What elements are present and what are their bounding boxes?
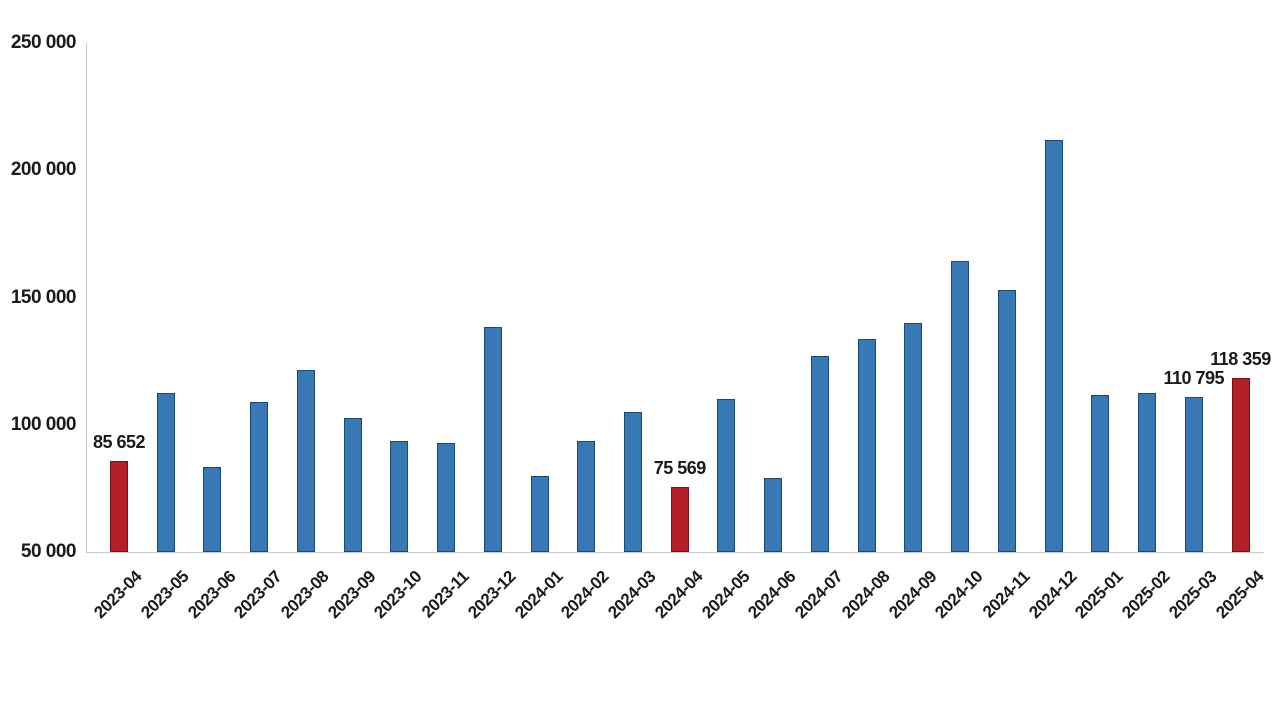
bar-2024-12 (1044, 139, 1063, 552)
x-tick-label: 2024-09 (884, 567, 940, 623)
y-tick-50000: 50 000 (20, 541, 77, 562)
x-tick-label: 2024-06 (744, 567, 800, 623)
x-tick-label: 2024-10 (931, 567, 987, 623)
bar-2024-03 (624, 412, 643, 552)
x-tick-label: 2025-01 (1071, 567, 1127, 623)
bar-2024-06 (764, 478, 783, 552)
x-tick-label: 2023-05 (137, 567, 193, 623)
y-tick-200000: 200 000 (10, 159, 77, 181)
data-label-2024-04: 75 569 (653, 457, 707, 478)
x-tick-label: 2024-05 (697, 567, 753, 623)
y-tick-250000: 250 000 (10, 32, 77, 53)
bar-2024-09 (904, 322, 923, 552)
x-tick-label: 2024-04 (651, 567, 707, 623)
x-tick-label: 2024-11 (978, 567, 1034, 622)
x-tick-label: 2024-03 (604, 567, 660, 623)
bar-2023-11 (437, 442, 456, 552)
bar-2023-08 (296, 369, 315, 552)
data-label-2023-04: 85 652 (92, 432, 146, 453)
x-tick-label: 2023-12 (464, 567, 520, 623)
bar-2023-10 (390, 441, 409, 552)
x-tick-label: 2023-08 (277, 567, 333, 623)
bar-2024-01 (530, 475, 549, 552)
y-tick-150000: 150 000 (10, 286, 77, 308)
bar-2024-02 (577, 441, 596, 552)
bar-2025-01 (1091, 394, 1110, 552)
bar-2023-09 (343, 418, 362, 552)
bar-2023-12 (483, 326, 502, 552)
bar-2024-10 (951, 260, 970, 552)
x-tick-label: 2024-02 (557, 567, 613, 623)
x-tick-label: 2023-04 (90, 567, 146, 623)
bar-2023-05 (156, 392, 175, 552)
x-tick-label: 2024-07 (791, 567, 847, 623)
x-tick-label: 2025-02 (1118, 567, 1174, 623)
bar-2024-05 (717, 398, 736, 552)
bar-2025-03 (1184, 397, 1203, 552)
plot-area (86, 43, 1264, 553)
bar-2024-08 (857, 339, 876, 552)
x-tick-label: 2023-07 (230, 567, 286, 623)
x-tick-label: 2025-04 (1211, 567, 1267, 623)
x-tick-label: 2023-09 (323, 567, 380, 623)
x-tick-label: 2023-10 (370, 567, 426, 623)
bar-2023-07 (250, 401, 269, 552)
data-label-2025-04: 118 359 (1210, 349, 1271, 370)
bar-2024-11 (997, 290, 1016, 552)
x-tick-label: 2025-03 (1165, 567, 1221, 623)
bar-2025-04 (1231, 378, 1250, 552)
bar-2024-04 (670, 486, 689, 552)
x-tick-label: 2024-01 (510, 567, 566, 623)
bar-2025-02 (1138, 392, 1157, 552)
x-tick-label: 2023-06 (183, 567, 239, 623)
bar-2024-07 (810, 356, 829, 552)
bar-2023-04 (110, 461, 128, 552)
x-tick-label: 2024-08 (838, 567, 894, 623)
x-tick-label: 2023-11 (418, 567, 473, 622)
y-tick-100000: 100 000 (10, 413, 77, 435)
data-label-2025-03: 110 795 (1163, 368, 1225, 389)
bar-2023-06 (203, 466, 222, 552)
x-tick-label: 2024-12 (1024, 567, 1081, 623)
